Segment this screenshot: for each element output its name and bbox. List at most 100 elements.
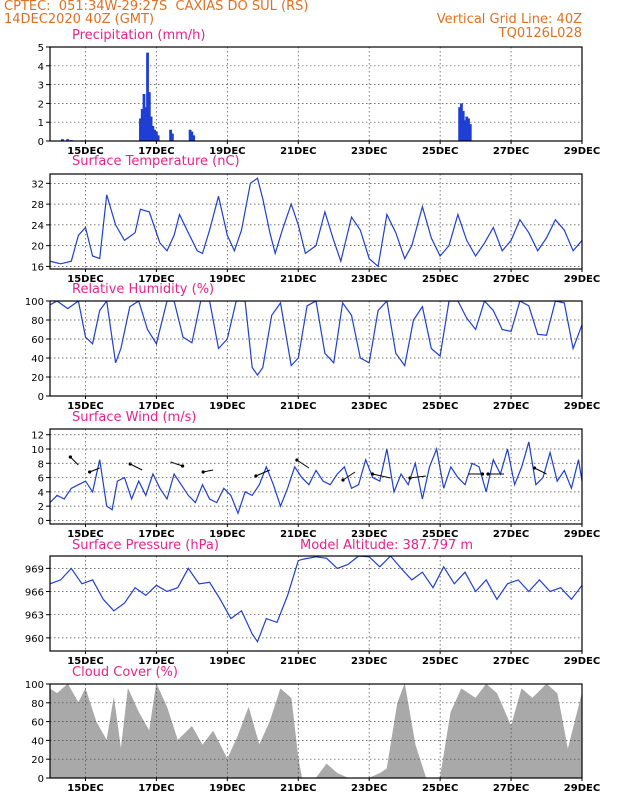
precip-bar xyxy=(463,120,467,141)
precip-bar xyxy=(169,129,172,141)
x-tick-label: 15DEC xyxy=(67,401,103,412)
wind-vector-head xyxy=(408,476,412,480)
x-tick-label: 29DEC xyxy=(564,656,600,667)
y-tick-label: 16 xyxy=(31,262,44,273)
wind-vector-arrow xyxy=(255,469,271,477)
x-tick-label: 25DEC xyxy=(422,274,458,285)
wind-vector-head xyxy=(480,472,485,476)
y-tick-label: 963 xyxy=(25,611,44,622)
precip-bar xyxy=(465,116,469,141)
precip-bar xyxy=(140,109,144,141)
precip-bar xyxy=(139,118,142,141)
y-tick-label: 20 xyxy=(31,373,44,384)
y-tick-label: 20 xyxy=(31,242,44,253)
precip-bar xyxy=(151,125,155,141)
precip-bar xyxy=(188,129,192,141)
panel-title-humidity: Relative Humidity (%) xyxy=(72,282,215,297)
x-tick-label: 17DEC xyxy=(138,274,174,285)
precip-bar xyxy=(147,92,151,141)
x-tick-label: 27DEC xyxy=(493,146,529,157)
wind-line xyxy=(50,441,582,516)
precip-bar xyxy=(149,116,153,141)
x-tick-label: 29DEC xyxy=(564,146,600,157)
cloud-cover-area xyxy=(50,684,582,778)
x-tick-label: 25DEC xyxy=(422,783,458,794)
y-tick-label: 60 xyxy=(31,718,44,729)
precip-bar xyxy=(61,139,64,141)
pressure-data xyxy=(50,556,582,643)
humidity-line xyxy=(50,301,582,377)
x-tick-label: 15DEC xyxy=(67,274,103,285)
x-tick-label: 19DEC xyxy=(209,274,245,285)
x-tick-label: 17DEC xyxy=(138,146,174,157)
x-tick-label: 19DEC xyxy=(209,783,245,794)
pressure-frame xyxy=(49,555,583,652)
x-tick-label: 21DEC xyxy=(280,529,316,540)
x-tick-label: 19DEC xyxy=(209,656,245,667)
panel-pressure: 960 963 966 969 15DEC 17DEC 19DEC 21DEC 23DEC 25D… xyxy=(25,555,600,667)
wind-vector-head xyxy=(295,458,299,462)
x-tick-label: 21DEC xyxy=(280,783,316,794)
panel-title-cloud-cover: Cloud Cover (%) xyxy=(72,665,178,680)
y-tick-label: 6 xyxy=(38,474,44,485)
x-tick-label: 15DEC xyxy=(67,529,103,540)
pressure-line xyxy=(50,556,582,643)
panel-cloud-cover: 0 20 40 60 80 100 15DEC 17DEC 19DEC 21DEC 23DEC 25D… xyxy=(25,680,600,794)
model-altitude-note: Model Altitude: 387.797 m xyxy=(300,538,474,553)
y-tick-label: 960 xyxy=(25,634,44,645)
x-tick-label: 15DEC xyxy=(67,146,103,157)
y-tick-label: 2 xyxy=(38,99,44,110)
x-tick-label: 23DEC xyxy=(351,401,387,412)
wind-vector-arrow xyxy=(296,459,310,469)
precip-bar xyxy=(156,135,160,141)
y-tick-label: 3 xyxy=(38,81,44,92)
panel-humidity: 0 20 40 60 80 100 15DEC 17DEC 19DEC 21DEC 23DEC 25D… xyxy=(25,297,600,412)
wind-vector-arrow xyxy=(409,475,427,479)
precip-bar xyxy=(458,107,462,141)
y-tick-label: 40 xyxy=(31,354,44,365)
humidity-data xyxy=(50,301,582,377)
wind-vector-head xyxy=(128,462,132,466)
x-tick-label: 29DEC xyxy=(564,274,600,285)
panel-title-pressure: Surface Pressure (hPa) xyxy=(72,538,219,553)
x-tick-label: 15DEC xyxy=(67,783,103,794)
precip-bar xyxy=(66,139,70,141)
panel-title-temperature: Surface Temperature (nC) xyxy=(72,154,240,169)
y-tick-label: 60 xyxy=(31,335,44,346)
precip-bar xyxy=(461,110,465,141)
x-tick-label: 21DEC xyxy=(280,401,316,412)
y-tick-label: 80 xyxy=(31,316,44,327)
cloud-cover-data xyxy=(50,684,582,778)
wind-vector-arrow xyxy=(534,467,547,475)
header-run-time: 14DEC2020 40Z (GMT) xyxy=(4,12,155,27)
y-tick-label: 20 xyxy=(31,755,44,766)
panel-title-precipitation: Precipitation (mm/h) xyxy=(72,28,206,43)
y-tick-label: 28 xyxy=(31,200,44,211)
wind-data xyxy=(50,441,582,516)
precip-bar xyxy=(467,118,470,141)
temperature-line xyxy=(50,177,582,268)
x-tick-label: 23DEC xyxy=(351,783,387,794)
wind-vector-head xyxy=(201,470,205,474)
precip-bar xyxy=(460,103,463,141)
y-tick-label: 100 xyxy=(25,297,44,308)
temperature-data xyxy=(50,177,582,268)
precip-bar xyxy=(153,129,157,141)
wind-vector-arrow xyxy=(89,467,100,473)
wind-vector-head xyxy=(341,478,345,482)
wind-vector-head xyxy=(180,464,185,468)
y-tick-label: 969 xyxy=(25,564,44,575)
precip-bar xyxy=(170,133,174,141)
x-tick-label: 27DEC xyxy=(493,656,529,667)
wind-vector-arrow xyxy=(70,456,79,466)
temperature-frame xyxy=(49,173,583,270)
x-tick-label: 27DEC xyxy=(493,274,529,285)
x-tick-label: 19DEC xyxy=(209,401,245,412)
x-tick-label: 27DEC xyxy=(493,529,529,540)
x-tick-label: 21DEC xyxy=(280,656,316,667)
precipitation-data xyxy=(61,52,472,141)
header-grid-note: Vertical Grid Line: 40Z xyxy=(436,12,582,27)
y-tick-label: 0 xyxy=(38,392,44,403)
precip-bar xyxy=(192,135,196,141)
x-tick-label: 25DEC xyxy=(422,146,458,157)
